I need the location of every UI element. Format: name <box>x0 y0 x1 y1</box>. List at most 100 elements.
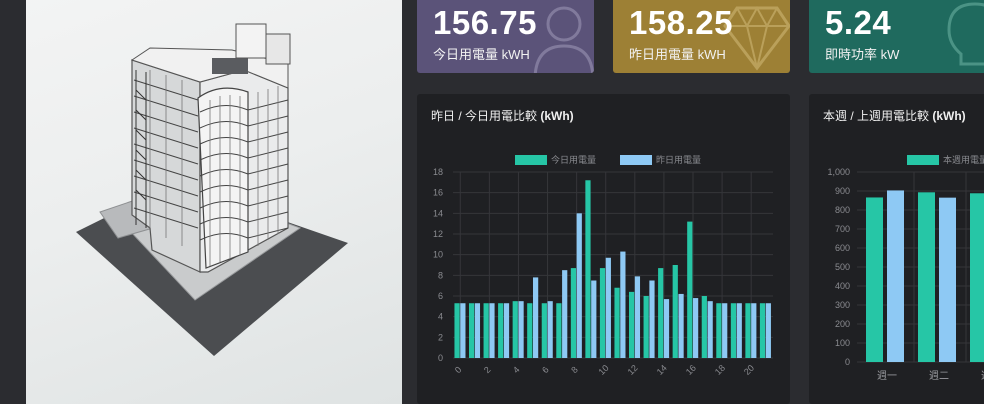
y-tick-label: 1,000 <box>827 167 850 177</box>
x-tick-label: 20 <box>742 363 756 377</box>
bar-today-12 <box>629 292 634 358</box>
y-tick-label: 0 <box>438 353 443 363</box>
bar-week-0-週一 <box>866 197 883 362</box>
bar-yesterday-4 <box>518 301 523 358</box>
bar-today-19 <box>731 303 736 358</box>
yesterday-usage-value: 158.25 <box>629 4 733 42</box>
yesterday-usage-label: 昨日用電量 kWH <box>629 44 726 63</box>
y-tick-label: 16 <box>433 188 443 198</box>
viewer-edge <box>0 0 26 404</box>
legend-label: 本週用電量 <box>943 154 984 165</box>
y-tick-label: 700 <box>835 224 850 234</box>
bar-yesterday-16 <box>693 298 698 358</box>
y-tick-label: 500 <box>835 262 850 272</box>
legend-label: 今日用電量 <box>551 154 596 165</box>
y-tick-label: 8 <box>438 270 443 280</box>
bar-yesterday-8 <box>577 213 582 358</box>
x-tick-label: 8 <box>569 365 580 376</box>
x-tick-label: 10 <box>597 363 611 377</box>
y-tick-label: 10 <box>433 250 443 260</box>
daily-bar-chart: 0 2 4 6 8 10 12 14 16 18 0 2 4 6 8 10 12 14 16 18 20 今日用電量 昨日用… <box>417 94 790 404</box>
bar-today-1 <box>469 303 474 358</box>
x-tick-label: 週二 <box>929 370 949 382</box>
bar-today-15 <box>673 265 678 358</box>
roof-equipment <box>212 58 248 74</box>
bar-yesterday-17 <box>708 301 713 358</box>
y-tick-label: 4 <box>438 312 443 322</box>
legend-swatch <box>620 155 652 165</box>
bar-yesterday-18 <box>722 303 727 358</box>
bar-yesterday-20 <box>751 303 756 358</box>
bar-yesterday-9 <box>591 281 596 359</box>
y-tick-label: 18 <box>433 167 443 177</box>
bar-today-6 <box>542 303 547 358</box>
y-tick-label: 300 <box>835 300 850 310</box>
roof-structure-2 <box>266 34 290 64</box>
realtime-power-card: 5.24 即時功率 kW <box>809 0 984 73</box>
today-usage-label: 今日用電量 kWH <box>433 44 530 63</box>
bar-yesterday-0 <box>460 303 465 358</box>
building-3d-viewer[interactable] <box>0 0 402 404</box>
bar-today-0 <box>454 303 459 358</box>
x-tick-label: 2 <box>482 365 493 376</box>
bar-yesterday-19 <box>737 303 742 358</box>
bar-yesterday-6 <box>548 301 553 358</box>
bar-yesterday-5 <box>533 277 538 358</box>
realtime-power-label: 即時功率 kW <box>825 44 899 63</box>
x-tick-label: 14 <box>655 363 669 377</box>
building-model-image <box>0 0 402 404</box>
bar-yesterday-7 <box>562 270 567 358</box>
y-tick-label: 800 <box>835 205 850 215</box>
y-tick-label: 100 <box>835 338 850 348</box>
bar-yesterday-10 <box>606 258 611 358</box>
bar-today-8 <box>571 268 576 358</box>
y-tick-label: 14 <box>433 208 443 218</box>
daily-comparison-panel: 昨日 / 今日用電比較 (kWh) 0 2 4 6 8 10 12 14 16 18 0 2 4 6 8 10… <box>417 94 790 404</box>
today-usage-value: 156.75 <box>433 4 537 42</box>
legend-label: 昨日用電量 <box>656 154 701 165</box>
y-tick-label: 400 <box>835 281 850 291</box>
bar-today-3 <box>498 303 503 358</box>
bar-today-10 <box>600 268 605 358</box>
bar-today-20 <box>745 303 750 358</box>
y-tick-label: 900 <box>835 186 850 196</box>
bar-today-9 <box>585 180 590 358</box>
x-tick-label: 週一 <box>877 370 897 382</box>
bar-week-0-週三 <box>970 193 984 362</box>
realtime-power-value: 5.24 <box>825 4 891 42</box>
bar-today-5 <box>527 303 532 358</box>
bar-yesterday-21 <box>766 303 771 358</box>
legend-swatch <box>515 155 547 165</box>
today-usage-card: 156.75 今日用電量 kWH <box>417 0 594 73</box>
bar-today-21 <box>760 303 765 358</box>
user-icon <box>529 0 594 73</box>
bar-today-2 <box>484 303 489 358</box>
bar-yesterday-14 <box>664 299 669 358</box>
lightbulb-icon <box>945 0 984 73</box>
x-tick-label: 0 <box>453 365 464 376</box>
bar-yesterday-13 <box>649 281 654 359</box>
bar-yesterday-1 <box>475 303 480 358</box>
y-tick-label: 600 <box>835 243 850 253</box>
x-tick-label: 12 <box>626 363 640 377</box>
y-tick-label: 0 <box>845 357 850 367</box>
bar-yesterday-3 <box>504 303 509 358</box>
x-tick-label: 6 <box>540 365 551 376</box>
bar-week-0-週二 <box>918 192 935 362</box>
bar-yesterday-15 <box>678 294 683 358</box>
bar-today-18 <box>716 303 721 358</box>
bar-today-7 <box>556 303 561 358</box>
weekly-bar-chart: 0 100 200 300 400 500 600 700 800 900 1,000 週一 週二 週三 本… <box>809 94 984 404</box>
bar-today-4 <box>513 301 518 358</box>
bar-today-17 <box>702 296 707 358</box>
y-tick-label: 12 <box>433 229 443 239</box>
diamond-icon <box>723 2 790 72</box>
bar-today-14 <box>658 268 663 358</box>
x-tick-label: 18 <box>713 363 727 377</box>
weekly-comparison-panel: 本週 / 上週用電比較 (kWh) 0 100 200 300 400 500 600 700… <box>809 94 984 404</box>
tower-curved-block <box>198 88 248 268</box>
yesterday-usage-card: 158.25 昨日用電量 kWH <box>613 0 790 73</box>
y-tick-label: 200 <box>835 319 850 329</box>
y-tick-label: 2 <box>438 332 443 342</box>
x-tick-label: 16 <box>684 363 698 377</box>
